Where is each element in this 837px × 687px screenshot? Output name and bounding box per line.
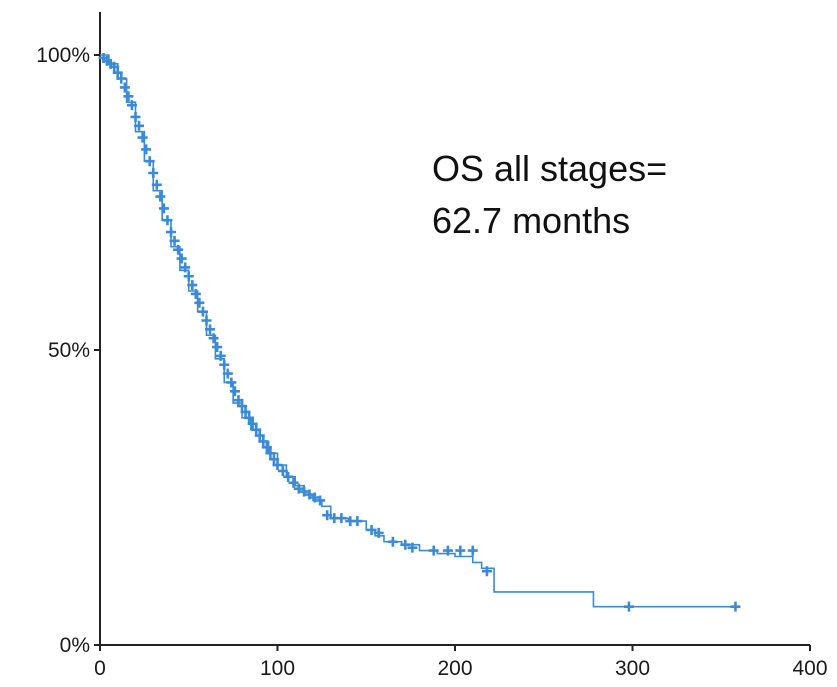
censor-mark bbox=[137, 132, 148, 143]
censor-mark bbox=[730, 601, 741, 612]
censor-mark bbox=[261, 442, 272, 453]
y-tick-label: 0% bbox=[60, 634, 90, 657]
censor-mark bbox=[455, 545, 466, 556]
censor-mark bbox=[201, 315, 212, 326]
censor-mark bbox=[126, 100, 137, 111]
censor-mark bbox=[251, 424, 262, 435]
censor-mark bbox=[212, 342, 223, 353]
y-ticks: 0% 50% 100% bbox=[36, 44, 100, 657]
censor-mark bbox=[258, 436, 269, 447]
censor-mark bbox=[233, 395, 244, 406]
censor-mark bbox=[141, 144, 152, 155]
censor-mark bbox=[148, 168, 159, 178]
censor-mark bbox=[373, 527, 384, 538]
censor-mark bbox=[283, 471, 294, 482]
censor-mark bbox=[428, 545, 439, 556]
censor-mark bbox=[254, 430, 265, 441]
censor-mark bbox=[322, 510, 333, 521]
censor-mark bbox=[442, 545, 453, 556]
censor-mark bbox=[119, 82, 130, 93]
censor-mark bbox=[155, 191, 166, 202]
censor-mark bbox=[112, 67, 123, 78]
censor-marks bbox=[98, 52, 741, 612]
censor-mark bbox=[240, 406, 251, 417]
censor-mark bbox=[299, 486, 310, 497]
y-tick-label: 50% bbox=[48, 339, 90, 362]
censor-mark bbox=[180, 262, 191, 273]
series-layer bbox=[100, 54, 739, 608]
x-tick-label: 300 bbox=[615, 657, 650, 680]
censor-mark bbox=[315, 495, 326, 506]
x-tick-label: 400 bbox=[792, 657, 827, 680]
censor-mark bbox=[116, 73, 127, 84]
censor-mark bbox=[293, 483, 304, 494]
censor-mark bbox=[194, 297, 205, 308]
censor-mark bbox=[407, 542, 418, 553]
censor-mark bbox=[237, 401, 247, 412]
censor-mark bbox=[467, 545, 478, 556]
censor-mark bbox=[208, 333, 219, 344]
censor-mark bbox=[336, 513, 347, 524]
censor-mark bbox=[187, 280, 198, 291]
censor-mark bbox=[277, 465, 288, 476]
censor-mark bbox=[244, 412, 255, 423]
censor-mark bbox=[197, 306, 208, 317]
censor-mark bbox=[144, 156, 155, 167]
censor-mark bbox=[162, 215, 173, 226]
censor-mark bbox=[272, 460, 283, 471]
censor-mark bbox=[481, 566, 492, 577]
survival-curve bbox=[100, 54, 739, 608]
censor-mark bbox=[215, 350, 226, 361]
censor-mark bbox=[247, 418, 258, 429]
censor-mark bbox=[219, 359, 230, 370]
censor-mark bbox=[123, 91, 134, 102]
censor-mark bbox=[400, 539, 411, 550]
censor-mark bbox=[151, 179, 162, 190]
x-tick-label: 200 bbox=[437, 657, 472, 680]
censor-mark bbox=[176, 253, 187, 264]
censor-mark bbox=[268, 454, 279, 465]
x-tick-label: 100 bbox=[260, 657, 295, 680]
censor-mark bbox=[134, 120, 145, 131]
censor-mark bbox=[387, 536, 398, 547]
y-tick-label: 100% bbox=[36, 44, 90, 67]
censor-mark bbox=[222, 368, 233, 379]
censor-mark bbox=[366, 524, 377, 535]
censor-mark bbox=[309, 492, 320, 503]
censor-mark bbox=[109, 61, 120, 72]
censor-mark bbox=[183, 271, 194, 282]
annotation-line-1: OS all stages= bbox=[432, 148, 667, 189]
censor-mark bbox=[288, 477, 299, 488]
x-tick-label: 0 bbox=[94, 657, 106, 680]
censor-mark bbox=[205, 324, 216, 335]
censor-mark bbox=[158, 203, 169, 214]
x-ticks: 0 100 200 300 400 bbox=[94, 645, 828, 680]
censor-mark bbox=[226, 377, 237, 388]
annotation-line-2: 62.7 months bbox=[432, 200, 630, 241]
censor-mark bbox=[623, 601, 634, 612]
censor-mark bbox=[169, 235, 180, 246]
censor-mark bbox=[166, 227, 176, 237]
censor-mark bbox=[304, 489, 315, 500]
censor-mark bbox=[352, 516, 363, 527]
censor-mark bbox=[229, 386, 240, 397]
censor-mark bbox=[265, 448, 276, 459]
censor-mark bbox=[173, 244, 184, 255]
censor-mark bbox=[190, 288, 201, 299]
censor-mark bbox=[130, 111, 141, 122]
